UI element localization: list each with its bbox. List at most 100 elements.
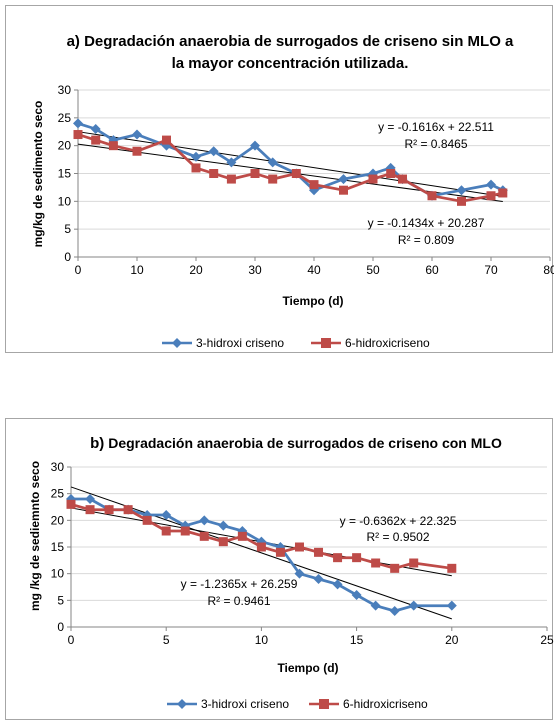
chart-a-point-3-hidroxi-criseno [226,157,237,168]
chart-b-point-6-hidroxicriseno [390,563,400,573]
chart-b-point-6-hidroxicriseno [104,505,114,515]
chart-b-svg: b) Degradación anaerobia de surrogados d… [28,435,554,711]
chart-b-point-6-hidroxicriseno [66,499,76,509]
chart-b-panel: b) Degradación anaerobia de surrogados d… [5,418,554,720]
chart-b-point-6-hidroxicriseno [294,542,304,552]
chart-b-y-tick-label: 5 [57,593,64,607]
chart-b-point-3-hidroxi-criseno [389,606,400,616]
chart-a-trendline-6-hidroxicriseno [77,143,503,203]
chart-b-point-6-hidroxicriseno [275,547,285,557]
chart-b-point-6-hidroxicriseno [218,537,228,547]
chart-a-point-6-hidroxicriseno [309,180,319,190]
chart-b-point-6-hidroxicriseno [199,531,209,541]
chart-a-point-6-hidroxicriseno [73,130,83,140]
chart-a-y-tick-label: 25 [58,111,72,125]
chart-a-point-3-hidroxi-criseno [338,174,349,185]
chart-a-annotation-1: y = -0.1616x + 22.511 [378,120,494,134]
chart-a-point-3-hidroxi-criseno [208,146,219,157]
chart-b-point-6-hidroxicriseno [409,558,419,568]
chart-a-x-tick-label: 30 [248,263,262,277]
chart-b-legend-label-6-hidroxi: 6-hidroxicriseno [343,697,428,711]
chart-b-title: b) Degradación anaerobia de surrogados d… [90,435,502,452]
chart-b-point-6-hidroxicriseno [333,553,343,563]
chart-b-point-3-hidroxi-criseno [332,579,343,590]
chart-a-trendline-3-hidroxi-criseno [77,131,503,197]
chart-a-title-line-2: la mayor concentración utilizada. [172,55,409,72]
chart-b-annotation-2: R² = 0.9502 [366,530,429,544]
chart-a-x-tick-label: 10 [130,263,144,277]
chart-b-point-3-hidroxi-criseno [351,590,362,600]
chart-b-point-6-hidroxicriseno [142,515,152,525]
chart-a-point-6-hidroxicriseno [398,174,407,184]
chart-a-point-6-hidroxicriseno [132,146,142,156]
chart-a-point-3-hidroxi-criseno [132,129,142,140]
chart-b-point-6-hidroxicriseno [161,526,171,536]
chart-a-point-6-hidroxicriseno [368,174,378,184]
chart-a-annotation-4: R² = 0.809 [398,233,455,247]
chart-b-annotation-1: y = -0.6362x + 22.325 [340,514,457,528]
chart-b-point-3-hidroxi-criseno [294,568,305,579]
chart-b-x-tick-label: 25 [540,633,554,647]
chart-a-legend: 3-hidroxi criseno 6-hidroxicriseno [162,336,430,350]
chart-b-legend-label-3-hidroxi: 3-hidroxi criseno [201,697,289,711]
chart-a-legend-marker-6-hidroxi [321,338,331,348]
chart-a-legend-marker-3-hidroxi [172,338,182,348]
chart-b-y-tick-label: 0 [57,620,64,634]
chart-b-legend: 3-hidroxi criseno 6-hidroxicriseno [167,697,428,711]
chart-b-legend-marker-3-hidroxi [177,699,187,709]
chart-a-point-6-hidroxicriseno [191,163,201,173]
chart-a-y-axis-label: mg/kg de sedimento seco [31,101,45,248]
chart-a-point-6-hidroxicriseno [486,191,496,201]
chart-b-point-3-hidroxi-criseno [446,600,457,611]
chart-b-point-3-hidroxi-criseno [199,515,210,526]
chart-b-y-tick-label: 30 [51,460,65,474]
chart-a-y-tick-label: 5 [64,222,71,236]
chart-a-point-3-hidroxi-criseno [267,157,278,168]
chart-b-y-tick-label: 20 [51,513,65,527]
chart-a-annotation-2: R² = 0.8465 [404,137,467,151]
chart-a-point-6-hidroxicriseno [226,174,236,184]
chart-a-point-3-hidroxi-criseno [90,123,101,134]
chart-a-point-3-hidroxi-criseno [73,118,83,129]
chart-a-point-6-hidroxicriseno [457,196,466,206]
chart-a-point-6-hidroxicriseno [162,135,171,145]
chart-b-title-prefix: b) [90,435,104,452]
chart-b-annotation-4: R² = 0.9461 [207,594,270,608]
chart-b-trendline-3-hidroxi-criseno [70,486,452,620]
chart-b-x-tick-label: 10 [255,633,269,647]
chart-a-title-line-1: a) Degradación anaerobia de surrogados d… [67,33,514,50]
chart-b-point-6-hidroxicriseno [123,505,133,515]
chart-a-x-axis-label: Tiempo (d) [282,294,343,308]
chart-a-y-tick-label: 20 [58,139,72,153]
chart-a-x-tick-label: 50 [366,263,380,277]
chart-b-y-axis-label: mg /kg de sediemnto seco [28,461,42,611]
chart-a-point-6-hidroxicriseno [427,191,437,201]
chart-b-point-6-hidroxicriseno [85,505,95,515]
chart-a-point-6-hidroxicriseno [498,188,508,198]
chart-a-point-6-hidroxicriseno [250,169,260,178]
chart-a-point-3-hidroxi-criseno [191,151,201,162]
chart-a-point-6-hidroxicriseno [91,135,101,145]
chart-b-x-tick-label: 20 [445,633,459,647]
chart-a-point-6-hidroxicriseno [339,185,348,195]
chart-b-legend-marker-6-hidroxi [319,699,329,709]
chart-b-annotation-3: y = -1.2365x + 26.259 [181,577,298,591]
chart-a-x-tick-label: 80 [543,263,554,277]
chart-b-point-6-hidroxicriseno [447,563,457,573]
chart-a-panel: a) Degradación anaerobia de surrogados d… [5,5,554,353]
chart-a-point-6-hidroxicriseno [268,174,278,184]
chart-a-point-6-hidroxicriseno [386,169,396,178]
chart-b-point-6-hidroxicriseno [352,553,362,563]
chart-a-legend-label-6-hidroxi: 6-hidroxicriseno [345,336,430,350]
chart-b-point-3-hidroxi-criseno [313,574,324,584]
chart-b-point-6-hidroxicriseno [256,542,266,552]
chart-b-point-6-hidroxicriseno [180,526,190,536]
chart-b-y-tick-label: 25 [51,487,65,501]
chart-a-point-3-hidroxi-criseno [486,179,496,190]
chart-a-series-line-6-hidroxicriseno [77,133,504,203]
chart-a-x-tick-label: 70 [484,263,498,277]
chart-a-x-tick-label: 20 [189,263,203,277]
chart-b-x-tick-label: 0 [68,633,75,647]
chart-a-point-6-hidroxicriseno [209,169,219,178]
chart-a-svg: a) Degradación anaerobia de surrogados d… [31,33,554,350]
